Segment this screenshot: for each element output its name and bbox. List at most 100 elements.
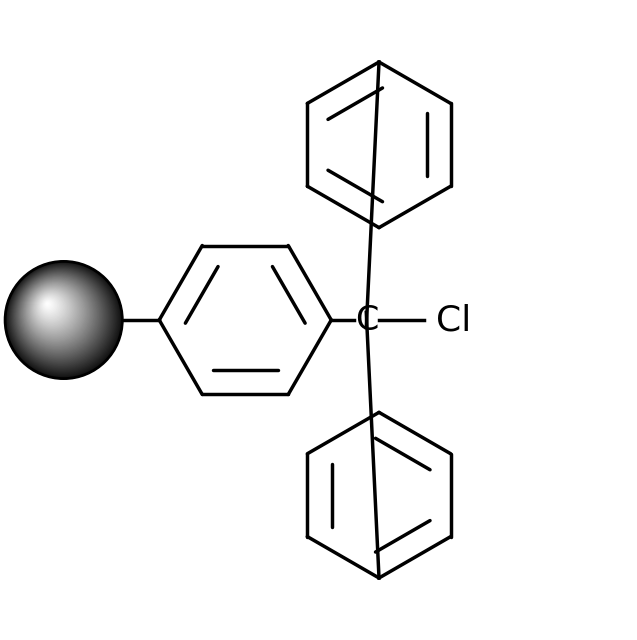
Circle shape [9, 265, 116, 372]
Circle shape [16, 272, 103, 359]
Circle shape [21, 278, 94, 350]
Circle shape [17, 273, 102, 358]
Circle shape [31, 287, 77, 333]
Circle shape [44, 300, 53, 309]
Circle shape [9, 265, 115, 372]
Circle shape [10, 266, 114, 371]
Circle shape [40, 296, 61, 317]
Circle shape [8, 264, 118, 374]
Circle shape [27, 284, 83, 339]
Circle shape [27, 283, 84, 340]
Circle shape [14, 270, 106, 363]
Circle shape [34, 290, 71, 327]
Circle shape [10, 267, 113, 369]
Circle shape [32, 288, 75, 331]
Circle shape [40, 296, 60, 316]
Circle shape [6, 262, 122, 378]
Circle shape [13, 269, 109, 365]
Circle shape [20, 276, 96, 352]
Circle shape [39, 295, 62, 319]
Circle shape [34, 290, 72, 328]
Circle shape [22, 278, 92, 349]
Circle shape [6, 262, 120, 377]
Circle shape [38, 294, 64, 321]
Circle shape [46, 302, 50, 306]
Circle shape [31, 287, 76, 333]
Circle shape [15, 271, 105, 361]
Circle shape [33, 289, 73, 329]
Circle shape [41, 298, 58, 314]
Circle shape [25, 282, 87, 343]
Circle shape [18, 275, 99, 355]
Circle shape [18, 274, 100, 356]
Circle shape [20, 277, 95, 351]
Circle shape [24, 280, 89, 346]
Circle shape [37, 293, 66, 323]
Circle shape [33, 289, 72, 328]
Circle shape [23, 279, 90, 347]
Circle shape [45, 301, 52, 308]
Circle shape [42, 298, 57, 313]
Circle shape [45, 302, 50, 307]
Circle shape [36, 292, 67, 323]
Circle shape [29, 285, 80, 336]
Circle shape [26, 282, 85, 342]
Circle shape [19, 275, 98, 354]
Circle shape [8, 264, 117, 374]
Circle shape [47, 303, 48, 304]
Circle shape [34, 291, 70, 326]
Circle shape [44, 300, 54, 310]
Circle shape [38, 294, 64, 320]
Circle shape [13, 270, 107, 364]
Circle shape [11, 267, 112, 369]
Circle shape [35, 291, 69, 326]
Circle shape [11, 268, 111, 368]
Circle shape [36, 292, 68, 324]
Circle shape [21, 277, 94, 351]
Circle shape [14, 271, 106, 362]
Circle shape [29, 285, 79, 335]
Circle shape [39, 296, 61, 317]
Circle shape [24, 281, 88, 344]
Circle shape [31, 288, 75, 332]
Circle shape [5, 261, 122, 379]
Circle shape [26, 282, 85, 341]
Circle shape [24, 280, 89, 345]
Circle shape [11, 268, 111, 367]
Circle shape [10, 266, 115, 371]
Circle shape [41, 297, 59, 316]
Circle shape [43, 300, 54, 310]
Circle shape [37, 293, 66, 322]
Circle shape [43, 300, 55, 311]
Circle shape [31, 287, 76, 332]
Circle shape [13, 269, 108, 364]
Circle shape [20, 276, 96, 353]
Circle shape [29, 285, 80, 337]
Circle shape [17, 274, 101, 356]
Circle shape [23, 279, 91, 348]
Circle shape [28, 285, 81, 337]
Circle shape [30, 286, 78, 334]
Circle shape [32, 289, 73, 330]
Circle shape [7, 264, 118, 375]
Circle shape [7, 263, 119, 376]
Circle shape [6, 263, 120, 376]
Circle shape [35, 292, 69, 325]
Circle shape [39, 296, 62, 318]
Circle shape [30, 286, 78, 335]
Circle shape [25, 282, 86, 342]
Circle shape [45, 301, 51, 307]
Circle shape [19, 275, 97, 353]
Circle shape [6, 262, 121, 378]
Circle shape [38, 295, 63, 319]
Circle shape [18, 275, 99, 355]
Text: C: C [355, 303, 378, 337]
Circle shape [27, 283, 83, 340]
Circle shape [43, 299, 55, 312]
Circle shape [27, 284, 82, 339]
Circle shape [11, 268, 110, 367]
Circle shape [15, 271, 106, 362]
Circle shape [41, 297, 59, 315]
Circle shape [10, 266, 113, 370]
Circle shape [20, 276, 97, 353]
